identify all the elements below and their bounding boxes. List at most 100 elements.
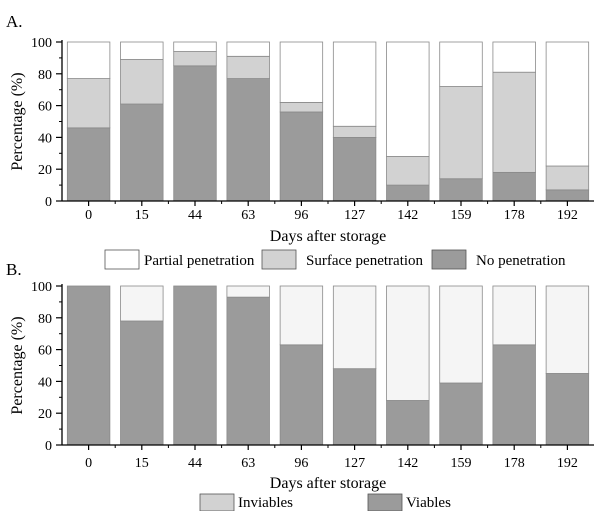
bar-inviables-15 xyxy=(120,285,164,322)
bar-no-penetration-15 xyxy=(120,103,164,202)
legend-swatch xyxy=(431,249,467,270)
x-tick-label: 15 xyxy=(135,208,149,223)
x-tick-label: 192 xyxy=(557,208,578,223)
bar-inviables-178 xyxy=(492,285,536,346)
bar-surface-penetration-0 xyxy=(66,78,111,129)
y-tick-label: 40 xyxy=(38,375,52,390)
y-tick-label: 100 xyxy=(31,36,52,51)
bar-inviables-127 xyxy=(332,285,377,370)
bar-surface-penetration-63 xyxy=(226,55,270,79)
bar-no-penetration-44 xyxy=(173,65,217,202)
x-tick-label: 127 xyxy=(344,456,365,471)
bar-partial-penetration-96 xyxy=(279,41,324,103)
bar-surface-penetration-44 xyxy=(173,51,217,67)
bar-inviables-96 xyxy=(279,285,324,346)
bar-viables-63 xyxy=(226,296,270,446)
bar-inviables-63 xyxy=(226,285,270,298)
bar-viables-15 xyxy=(120,320,164,446)
bar-no-penetration-192 xyxy=(545,189,590,202)
legend-item-viables: Viables xyxy=(367,493,451,511)
panel-label: B. xyxy=(6,260,22,279)
x-tick-label: 15 xyxy=(135,456,149,471)
legend-label: Viables xyxy=(406,495,451,511)
bar-partial-penetration-127 xyxy=(332,41,377,127)
bar-no-penetration-63 xyxy=(226,78,270,202)
legend-label: Surface penetration xyxy=(306,253,424,269)
x-tick-label: 142 xyxy=(397,456,418,471)
panel-b-chart: B. 0 20 40 60 80 100 0 15 44 63 96 127 142 159 178 192 Da… xyxy=(6,260,594,511)
y-tick-label: 0 xyxy=(45,195,52,210)
y-tick-label: 20 xyxy=(38,163,52,178)
bar-partial-penetration-178 xyxy=(492,41,536,73)
legend-swatch xyxy=(104,249,140,270)
y-tick-label: 100 xyxy=(31,280,52,295)
y-tick-label: 0 xyxy=(45,439,52,454)
x-tick-label: 0 xyxy=(85,208,92,223)
bar-viables-44 xyxy=(173,285,217,446)
y-axis-label: Percentage (%) xyxy=(9,72,26,170)
bar-surface-penetration-159 xyxy=(439,86,483,180)
legend-label: No penetration xyxy=(476,253,566,269)
legend-item-inviables: Inviables xyxy=(199,493,293,511)
bar-partial-penetration-15 xyxy=(120,41,164,60)
bar-viables-127 xyxy=(332,368,377,446)
x-tick-label: 178 xyxy=(504,208,525,223)
y-tick-label: 80 xyxy=(38,312,52,327)
bar-no-penetration-127 xyxy=(332,136,377,202)
x-tick-label: 44 xyxy=(188,456,202,471)
bar-inviables-159 xyxy=(439,285,483,384)
legend-swatch xyxy=(367,493,403,511)
x-tick-label: 142 xyxy=(397,208,418,223)
x-tick-label: 63 xyxy=(241,456,255,471)
bar-surface-penetration-15 xyxy=(120,59,164,105)
bar-partial-penetration-44 xyxy=(173,41,217,52)
legend-swatch xyxy=(199,493,235,511)
y-tick-label: 60 xyxy=(38,100,52,115)
bar-surface-penetration-142 xyxy=(386,156,430,186)
x-tick-label: 192 xyxy=(557,456,578,471)
x-tick-label: 0 xyxy=(85,456,92,471)
legend-label: Inviables xyxy=(238,495,293,511)
legend-item-partial-penetration: Partial penetration xyxy=(104,249,255,270)
bar-no-penetration-142 xyxy=(386,184,430,202)
legend-swatch xyxy=(261,249,297,270)
x-tick-label: 159 xyxy=(451,456,472,471)
y-tick-label: 20 xyxy=(38,407,52,422)
bar-viables-142 xyxy=(386,400,430,446)
x-tick-label: 63 xyxy=(241,208,255,223)
x-tick-label: 44 xyxy=(188,208,202,223)
bar-partial-penetration-142 xyxy=(386,41,430,157)
x-axis-label: Days after storage xyxy=(270,228,386,245)
bar-viables-192 xyxy=(545,373,590,446)
bar-no-penetration-178 xyxy=(492,171,536,202)
bar-inviables-142 xyxy=(386,285,430,401)
legend-item-no-penetration: No penetration xyxy=(431,249,566,270)
bar-no-penetration-96 xyxy=(279,111,324,202)
bar-partial-penetration-63 xyxy=(226,41,270,57)
legend-label: Partial penetration xyxy=(144,253,255,269)
bar-viables-96 xyxy=(279,344,324,446)
bar-partial-penetration-0 xyxy=(66,41,111,79)
bar-viables-0 xyxy=(66,285,111,446)
y-tick-label: 60 xyxy=(38,344,52,359)
bar-surface-penetration-178 xyxy=(492,71,536,173)
x-tick-label: 127 xyxy=(344,208,365,223)
bar-partial-penetration-159 xyxy=(439,41,483,87)
x-axis-label: Days after storage xyxy=(270,475,386,492)
y-axis-label: Percentage (%) xyxy=(9,316,26,414)
bar-no-penetration-0 xyxy=(66,127,111,202)
bar-surface-penetration-127 xyxy=(332,125,377,138)
legend-item-surface-penetration: Surface penetration xyxy=(261,249,424,270)
bar-surface-penetration-96 xyxy=(279,102,324,113)
y-tick-label: 80 xyxy=(38,68,52,83)
panel-a-chart: A. 0 20 40 60 80 100 0 15 44 63 96 127 142 159 178 192 Da… xyxy=(6,12,594,270)
bar-viables-178 xyxy=(492,344,536,446)
bar-partial-penetration-192 xyxy=(545,41,590,167)
bar-surface-penetration-192 xyxy=(545,165,590,191)
x-tick-label: 96 xyxy=(294,456,308,471)
panel-label: A. xyxy=(6,12,23,31)
x-tick-label: 159 xyxy=(451,208,472,223)
bar-inviables-192 xyxy=(545,285,590,374)
bar-viables-159 xyxy=(439,382,483,446)
